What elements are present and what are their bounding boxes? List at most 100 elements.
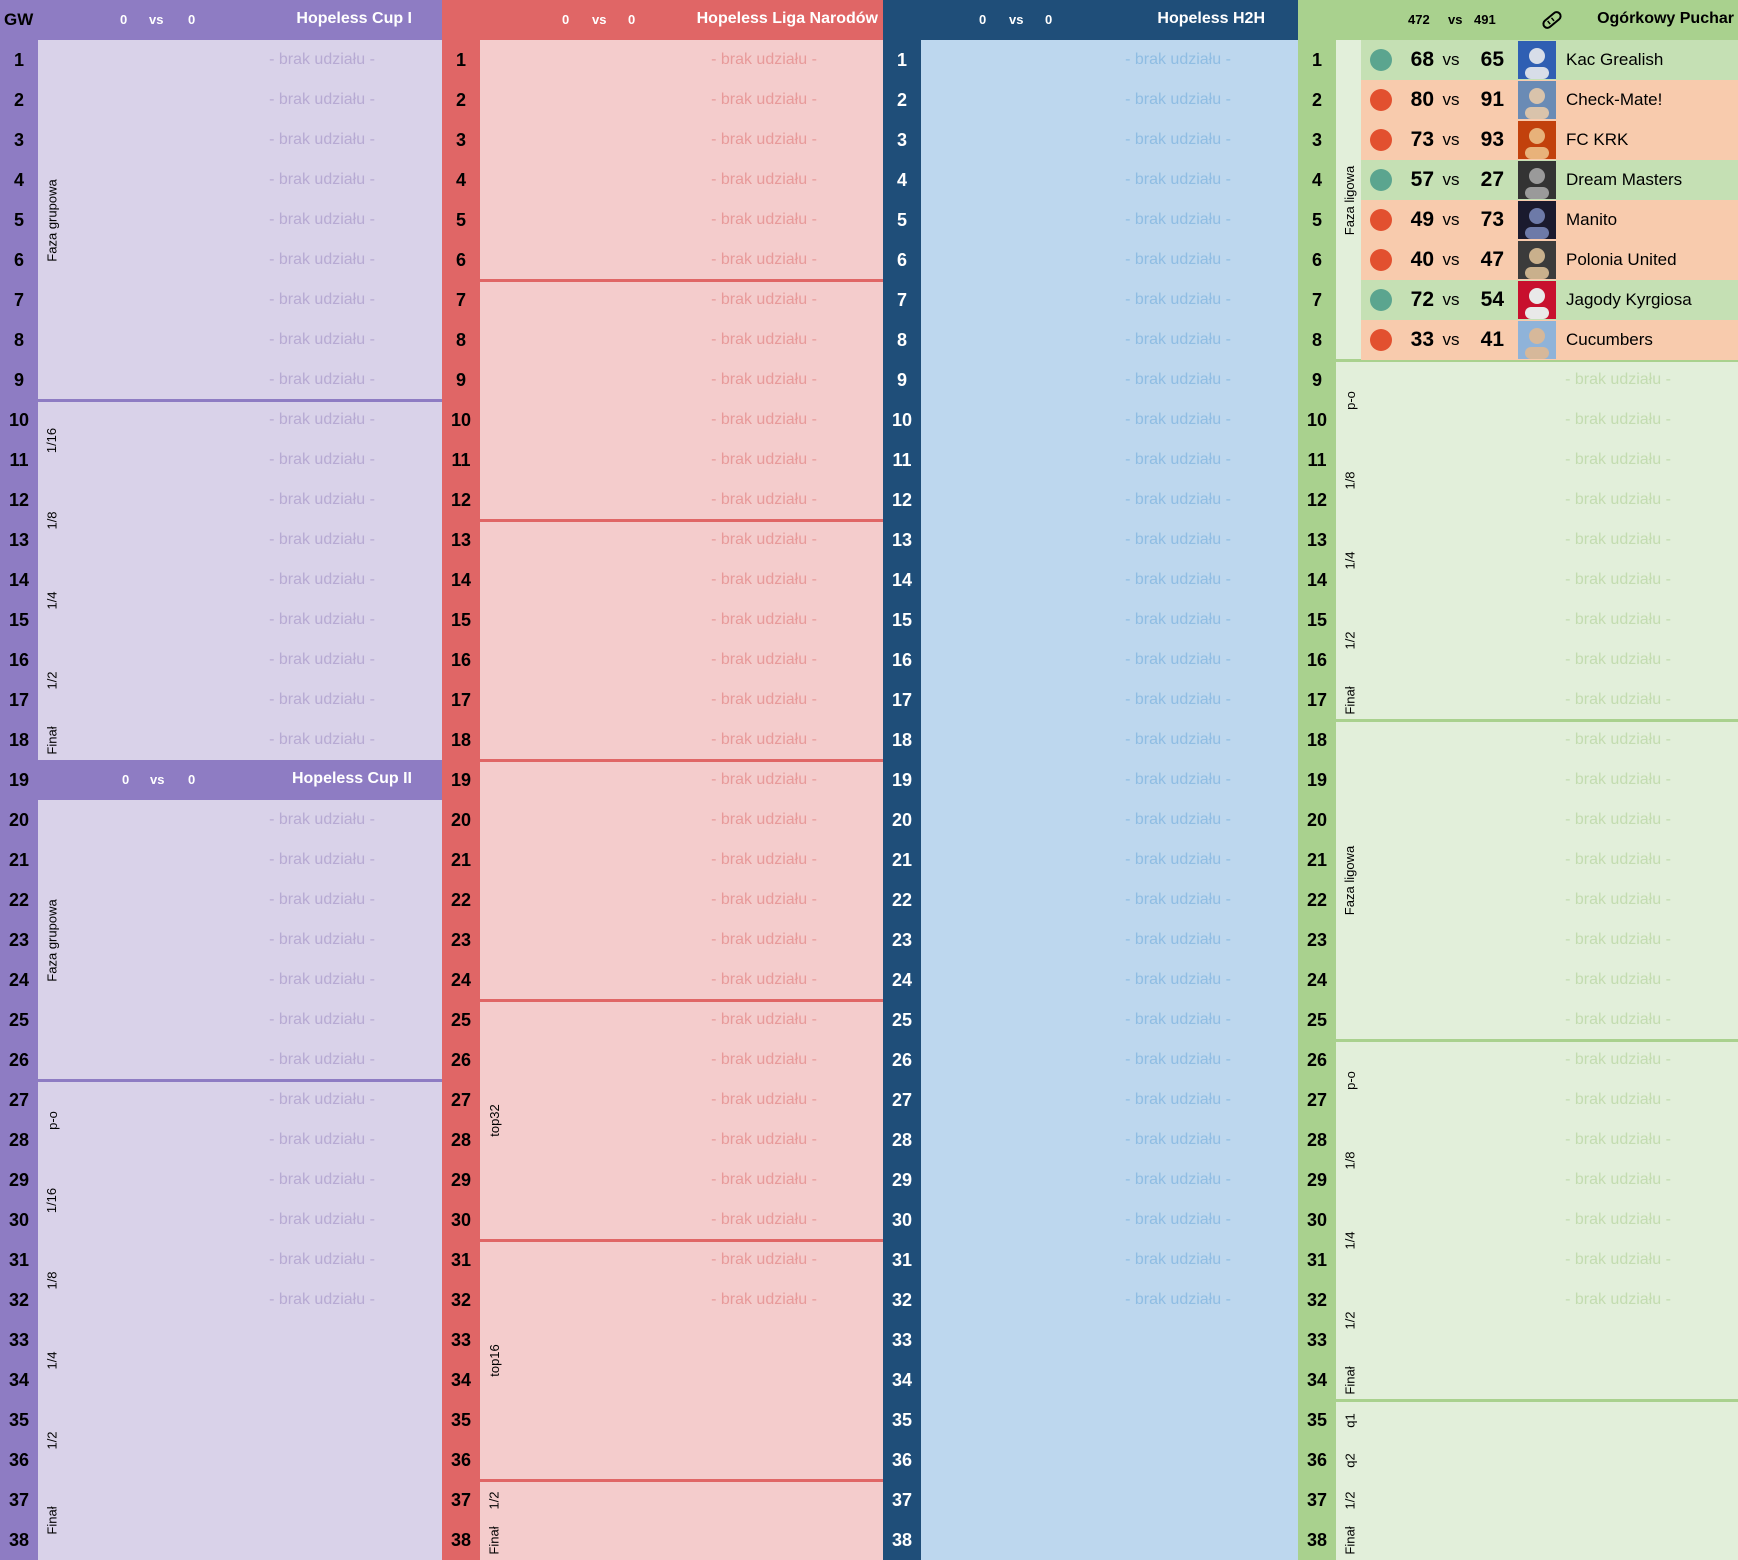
match-row[interactable]: 49 vs 73 Manito <box>1361 200 1738 240</box>
gw-column-h2h <box>883 0 921 1560</box>
no-entry-cell: - brak udziału - <box>269 651 375 668</box>
gw-number: 14 <box>891 569 913 590</box>
no-entry-cell: - brak udziału - <box>1565 731 1671 748</box>
no-entry-cell: - brak udziału - <box>711 571 817 588</box>
opponent-name[interactable]: Jagody Kyrgiosa <box>1566 290 1692 309</box>
gw-number: 27 <box>8 1089 30 1110</box>
no-entry-cell: - brak udziału - <box>269 451 375 468</box>
stage-label: Faza ligowa <box>1338 720 1362 1040</box>
match-row[interactable]: 33 vs 41 Cucumbers <box>1361 320 1738 360</box>
stage-label-text: 1/8 <box>1342 1150 1358 1170</box>
no-entry-cell: - brak udziału - <box>711 291 817 308</box>
competition-header-h2h: 0 vs 0 Hopeless H2H <box>883 0 1298 40</box>
no-entry-cell: - brak udziału - <box>269 571 375 588</box>
opponent-name[interactable]: Check-Mate! <box>1566 90 1663 109</box>
stage-label-text: Faza grupowa <box>44 178 60 262</box>
no-entry-cell: - brak udziału - <box>711 1251 817 1268</box>
vs-label: vs <box>1442 90 1460 109</box>
no-entry-cell: - brak udziału - <box>269 811 375 828</box>
match-row[interactable]: 57 vs 27 Dream Masters <box>1361 160 1738 200</box>
opponent-score: 65 <box>1480 48 1504 71</box>
gw-number: 18 <box>1306 729 1328 750</box>
stage-label-text: 1/2 <box>486 1490 502 1510</box>
opponent-name[interactable]: Manito <box>1566 210 1618 229</box>
gw-number: 1 <box>13 49 24 70</box>
gw-number: 21 <box>8 849 30 870</box>
opponent-score: 91 <box>1480 88 1504 111</box>
stage-label-text: p-o <box>44 1110 60 1130</box>
gw-number: 32 <box>891 1289 913 1310</box>
pickle-icon <box>1540 9 1564 31</box>
my-score: 57 <box>1410 168 1434 191</box>
gw-number: 17 <box>1306 689 1328 710</box>
gw-number: 30 <box>891 1209 913 1230</box>
stage-label: 1/8 <box>1338 1120 1362 1200</box>
stage-label: 1/8 <box>1338 440 1362 520</box>
gw-number: 21 <box>450 849 472 870</box>
stage-label: q1 <box>1338 1400 1362 1440</box>
no-entry-cell: - brak udziału - <box>1125 211 1231 228</box>
no-entry-cell: - brak udziału - <box>711 1051 817 1068</box>
gw-number: 13 <box>450 529 472 550</box>
gw-header: GW <box>4 10 34 29</box>
stage-label: 1/2 <box>40 1400 64 1480</box>
stage-label: Faza ligowa <box>1338 40 1362 360</box>
no-entry-cell: - brak udziału - <box>1125 851 1231 868</box>
gw-number: 13 <box>891 529 913 550</box>
match-row[interactable]: 40 vs 47 Polonia United <box>1361 240 1738 280</box>
stage-divider <box>480 999 883 1002</box>
match-row[interactable]: 72 vs 54 Jagody Kyrgiosa <box>1361 280 1738 320</box>
gw-column-liga <box>442 0 480 1560</box>
match-row[interactable]: 73 vs 93 FC KRK <box>1361 120 1738 160</box>
gw-number: 16 <box>1306 649 1328 670</box>
stage-label-text: 1/8 <box>44 510 60 530</box>
no-entry-cell: - brak udziału - <box>1565 451 1671 468</box>
vs-label: vs <box>1442 210 1460 229</box>
stage-label-text: 1/16 <box>44 1187 60 1213</box>
gw-number: 19 <box>1306 769 1328 790</box>
gw-number: 20 <box>1306 809 1328 830</box>
no-entry-cell: - brak udziału - <box>711 91 817 108</box>
competition-header-liga: 0 vs 0 Hopeless Liga Narodów <box>442 0 883 40</box>
blue-kit-avatar <box>1518 41 1556 79</box>
no-entry-cell: - brak udziału - <box>1125 731 1231 748</box>
match-row[interactable]: 80 vs 91 Check-Mate! <box>1361 80 1738 120</box>
loss-indicator-icon <box>1370 329 1392 351</box>
opponent-name[interactable]: FC KRK <box>1566 130 1629 149</box>
no-entry-cell: - brak udziału - <box>269 851 375 868</box>
stage-divider <box>1336 719 1738 722</box>
vs-label: vs <box>150 772 165 787</box>
no-entry-cell: - brak udziału - <box>711 1291 817 1308</box>
no-entry-cell: - brak udziału - <box>1565 1291 1671 1308</box>
opponent-name[interactable]: Kac Grealish <box>1566 50 1664 69</box>
stage-label-text: top32 <box>486 1103 502 1137</box>
opponent-name[interactable]: Cucumbers <box>1566 330 1653 349</box>
no-entry-cell: - brak udziału - <box>1125 931 1231 948</box>
gw-number: 18 <box>891 729 913 750</box>
opponent-name[interactable]: Polonia United <box>1566 250 1677 269</box>
no-entry-cell: - brak udziału - <box>1565 971 1671 988</box>
gw-number: 26 <box>891 1049 913 1070</box>
gw-number: 15 <box>1306 609 1328 630</box>
gw-number: 3 <box>896 129 907 150</box>
total-score-right: 0 <box>188 12 196 27</box>
gw-number: 28 <box>1306 1129 1328 1150</box>
vs-label: vs <box>1442 290 1460 309</box>
match-row[interactable]: 68 vs 65 Kac Grealish <box>1361 40 1738 80</box>
gw-number: 33 <box>450 1329 472 1350</box>
opponent-name[interactable]: Dream Masters <box>1566 170 1683 189</box>
stage-label: p-o <box>1338 360 1362 440</box>
stage-label-text: p-o <box>1342 390 1358 410</box>
stage-label-text: Finał <box>44 1505 60 1535</box>
no-entry-cell: - brak udziału - <box>1125 651 1231 668</box>
gw-number: 34 <box>450 1369 472 1390</box>
stage-label-text: 1/4 <box>1342 550 1358 570</box>
gw-number: 2 <box>455 89 466 110</box>
no-entry-cell: - brak udziału - <box>711 491 817 508</box>
competition-title: Hopeless Cup II <box>291 770 412 787</box>
no-entry-cell: - brak udziału - <box>711 731 817 748</box>
gw-number: 15 <box>891 609 913 630</box>
gw-number: 1 <box>1311 49 1322 70</box>
no-entry-cell: - brak udziału - <box>711 411 817 428</box>
no-entry-cell: - brak udziału - <box>269 531 375 548</box>
